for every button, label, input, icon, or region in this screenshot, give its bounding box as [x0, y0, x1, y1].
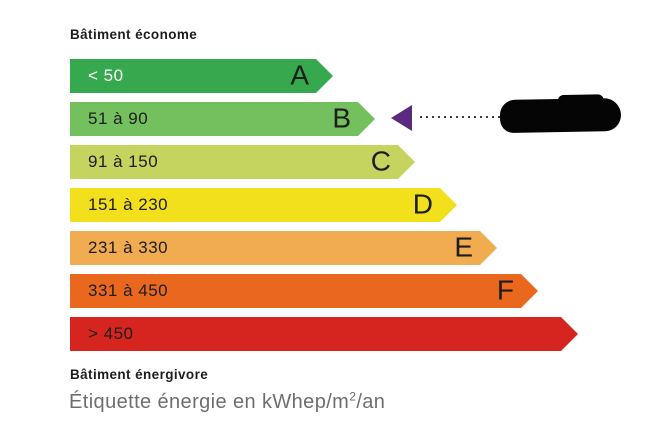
band-range-label: 331 à 450 — [88, 281, 169, 300]
band-letter: B — [332, 102, 351, 134]
band-range-label: > 450 — [88, 324, 134, 343]
band-letter: A — [290, 59, 309, 91]
band-letter: D — [412, 188, 433, 220]
energy-band-c: 91 à 150 C — [70, 145, 415, 179]
band-letter: F — [496, 274, 514, 306]
band-range-label: < 50 — [88, 66, 124, 85]
energy-band-f: 331 à 450 F — [70, 274, 538, 308]
marker-dotted-line — [420, 116, 502, 118]
band-letter: E — [454, 231, 473, 263]
caption-prefix: Étiquette énergie en kWhep/m — [69, 391, 350, 413]
band-range-label: 51 à 90 — [88, 109, 149, 128]
caption-superscript: 2 — [349, 389, 357, 404]
band-range-label: 231 à 330 — [88, 238, 169, 257]
energy-intensive-building-label: Bâtiment énergivore — [70, 367, 209, 382]
selected-band-arrow-icon — [391, 105, 412, 131]
band-range-label: 151 à 230 — [88, 195, 169, 214]
energy-label-caption: Étiquette énergie en kWhep/m2/an — [69, 389, 386, 414]
energy-band-e: 231 à 330 E — [70, 231, 497, 265]
caption-suffix: /an — [356, 391, 386, 413]
energy-band-d: 151 à 230 D — [70, 188, 457, 222]
redacted-value-mark — [499, 97, 622, 134]
energy-band-b: 51 à 90 B — [70, 102, 375, 136]
energy-band-g: > 450 — [70, 317, 578, 351]
band-letter: C — [370, 145, 391, 177]
economical-building-label: Bâtiment économe — [70, 27, 198, 42]
energy-band-a: < 50 A — [70, 59, 333, 93]
band-range-label: 91 à 150 — [88, 152, 159, 171]
